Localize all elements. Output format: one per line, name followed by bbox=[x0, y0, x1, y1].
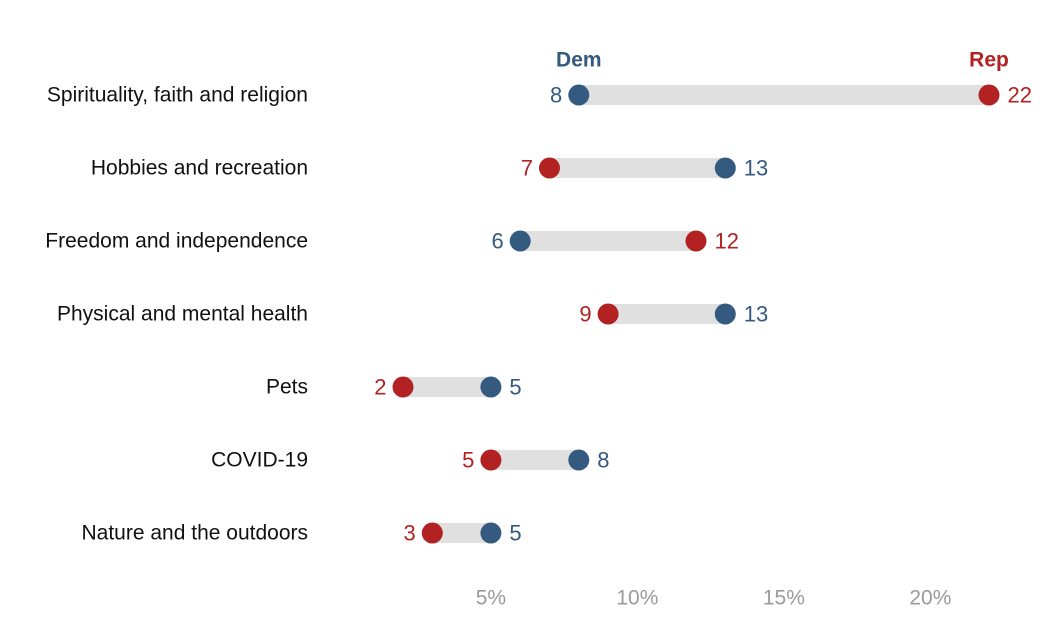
range-bar bbox=[432, 523, 491, 543]
range-bar bbox=[403, 377, 491, 397]
chart-row: Spirituality, faith and religion 8 22 bbox=[47, 83, 1032, 108]
dem-value-label: 6 bbox=[491, 229, 503, 254]
dem-dot bbox=[714, 303, 736, 325]
category-label: COVID-19 bbox=[211, 449, 308, 472]
dem-value-label: 8 bbox=[597, 448, 609, 473]
rep-value-label: 5 bbox=[462, 448, 474, 473]
category-label: Pets bbox=[266, 376, 308, 399]
dem-dot bbox=[568, 84, 590, 106]
rep-dot bbox=[597, 303, 619, 325]
chart-row: Nature and the outdoors 5 3 bbox=[82, 521, 522, 546]
rep-dot bbox=[392, 376, 414, 398]
rep-value-label: 3 bbox=[404, 521, 416, 546]
rep-dot bbox=[685, 230, 707, 252]
category-label: Nature and the outdoors bbox=[82, 522, 309, 545]
x-tick-label: 10% bbox=[616, 587, 658, 610]
category-label: Hobbies and recreation bbox=[91, 157, 308, 180]
rep-value-label: 2 bbox=[374, 375, 386, 400]
dem-dot bbox=[509, 230, 531, 252]
dem-dot bbox=[568, 449, 590, 471]
rep-value-label: 12 bbox=[715, 229, 739, 254]
dem-legend-label: Dem bbox=[556, 49, 602, 72]
x-tick-label: 15% bbox=[763, 587, 805, 610]
rep-dot bbox=[978, 84, 1000, 106]
rep-value-label: 9 bbox=[579, 302, 591, 327]
dem-dot bbox=[480, 376, 502, 398]
chart-row: COVID-19 8 5 bbox=[211, 448, 609, 473]
x-tick-label: 5% bbox=[476, 587, 506, 610]
legend: Dem Rep bbox=[556, 49, 1009, 72]
range-bar bbox=[520, 231, 696, 251]
chart-row: Pets 5 2 bbox=[266, 375, 522, 400]
category-label: Physical and mental health bbox=[57, 303, 308, 326]
dem-dot bbox=[714, 157, 736, 179]
x-axis: 5% 10% 15% 20% bbox=[476, 587, 952, 610]
chart-row: Physical and mental health 13 9 bbox=[57, 302, 768, 327]
rep-legend-label: Rep bbox=[969, 49, 1009, 72]
range-bar bbox=[578, 85, 989, 105]
rep-dot bbox=[421, 522, 443, 544]
dem-value-label: 13 bbox=[744, 302, 768, 327]
dem-dot bbox=[480, 522, 502, 544]
dem-value-label: 13 bbox=[744, 156, 768, 181]
rep-value-label: 22 bbox=[1008, 83, 1032, 108]
rep-dot bbox=[539, 157, 560, 179]
chart-row: Freedom and independence 6 12 bbox=[45, 229, 739, 254]
dem-value-label: 5 bbox=[509, 521, 521, 546]
range-bar bbox=[549, 158, 726, 178]
rep-value-label: 7 bbox=[521, 156, 533, 181]
dem-value-label: 5 bbox=[509, 375, 521, 400]
chart-row: Hobbies and recreation 13 7 bbox=[91, 156, 768, 181]
category-label: Spirituality, faith and religion bbox=[47, 84, 308, 107]
rep-dot bbox=[480, 449, 502, 471]
x-tick-label: 20% bbox=[909, 587, 951, 610]
category-label: Freedom and independence bbox=[45, 230, 308, 253]
range-bar bbox=[490, 450, 579, 470]
chart-rows: Spirituality, faith and religion 8 22 Hobbi… bbox=[45, 83, 1032, 546]
dem-value-label: 8 bbox=[550, 83, 562, 108]
range-bar bbox=[608, 304, 726, 324]
